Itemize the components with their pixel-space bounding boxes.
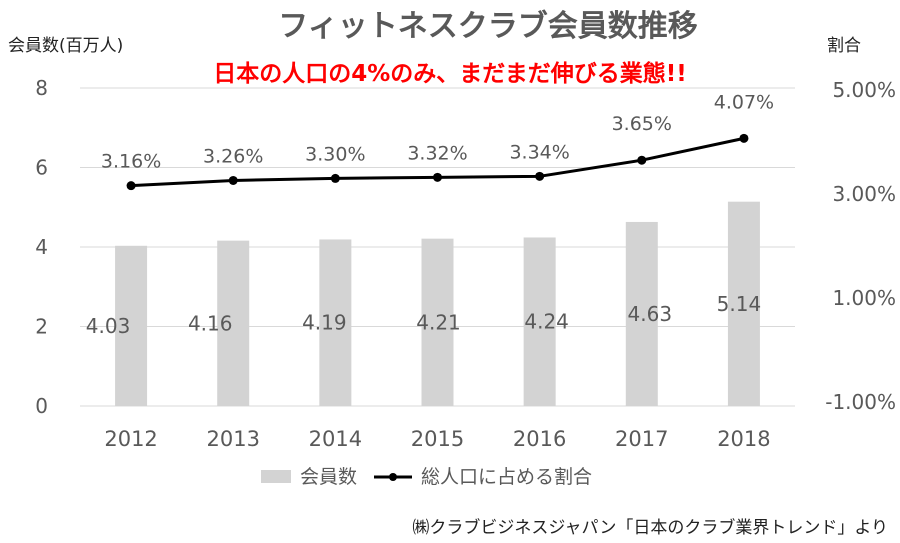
bar [217, 240, 250, 406]
y-right-tick-label: 3.00% [832, 182, 896, 206]
y-left-tick-label: 4 [35, 235, 48, 259]
bar-data-label: 5.14 [717, 292, 762, 316]
line-series [126, 133, 749, 191]
line-data-label: 3.65% [612, 113, 672, 135]
legend-line-marker [389, 473, 397, 481]
x-tick-label: 2014 [309, 427, 362, 451]
bar-data-label: 4.19 [302, 311, 347, 335]
x-tick-label: 2018 [717, 427, 770, 451]
line-data-label: 3.32% [407, 142, 467, 164]
bar-data-label: 4.16 [188, 311, 233, 335]
bar [115, 245, 148, 406]
legend: 会員数 総人口に占める割合 [261, 466, 592, 488]
line-point [637, 155, 647, 165]
line-point [433, 172, 442, 182]
y-left-tick-label: 8 [35, 76, 48, 100]
bar-data-label: 4.03 [86, 314, 131, 338]
source-note: ㈱クラブビジネスジャパン「日本のクラブ業界トレンド」より [412, 517, 888, 538]
y-left-tick-label: 0 [35, 394, 48, 418]
legend-line-label: 総人口に占める割合 [421, 466, 592, 488]
bar [319, 239, 352, 406]
bar-data-label: 4.21 [416, 310, 461, 334]
y-right-tick-label: -1.00% [825, 390, 896, 414]
bar-series [115, 201, 760, 406]
axis-ticks: 0 2 4 6 8 -1.00% 1.00% 3.00% 5.00% 2012 2013 2014 20… [35, 76, 896, 451]
line-point [126, 181, 136, 191]
line-data-label: 3.16% [101, 151, 161, 173]
y-left-tick-label: 6 [35, 156, 48, 180]
line-point [330, 173, 340, 183]
line-point [228, 175, 238, 185]
line-data-label: 3.30% [305, 143, 365, 165]
legend-bar-label: 会員数 [300, 466, 357, 488]
line-point [739, 133, 749, 143]
legend-bar-swatch [261, 470, 291, 483]
chart-subtitle: 日本の人口の4%のみ、まだまだ伸びる業態!! [213, 60, 687, 87]
x-tick-label: 2017 [615, 427, 668, 451]
bar [523, 237, 556, 406]
bar [625, 221, 658, 406]
bar-data-label: 4.24 [524, 310, 569, 334]
bar [421, 238, 454, 406]
y-left-tick-label: 2 [35, 315, 48, 339]
line-data-label: 4.07% [714, 91, 774, 113]
bar [727, 201, 760, 406]
chart-title: フィットネスクラブ会員数推移 [278, 9, 697, 44]
line-point [535, 171, 545, 181]
data-labels: 4.03 4.16 4.19 4.21 4.24 4.63 5.14 3.16% 3.26% 3.… [86, 91, 774, 338]
y-right-tick-label: 1.00% [832, 286, 896, 310]
line-data-label: 3.26% [203, 145, 263, 167]
x-tick-label: 2015 [411, 427, 464, 451]
x-tick-label: 2013 [206, 427, 259, 451]
y-left-axis-title: 会員数(百万人) [8, 36, 123, 56]
line-data-label: 3.34% [509, 141, 569, 163]
bar-data-label: 4.63 [628, 302, 673, 326]
x-tick-label: 2012 [104, 427, 157, 451]
y-right-axis-title: 割合 [827, 36, 861, 56]
x-tick-label: 2016 [513, 427, 566, 451]
y-right-tick-label: 5.00% [832, 78, 896, 102]
